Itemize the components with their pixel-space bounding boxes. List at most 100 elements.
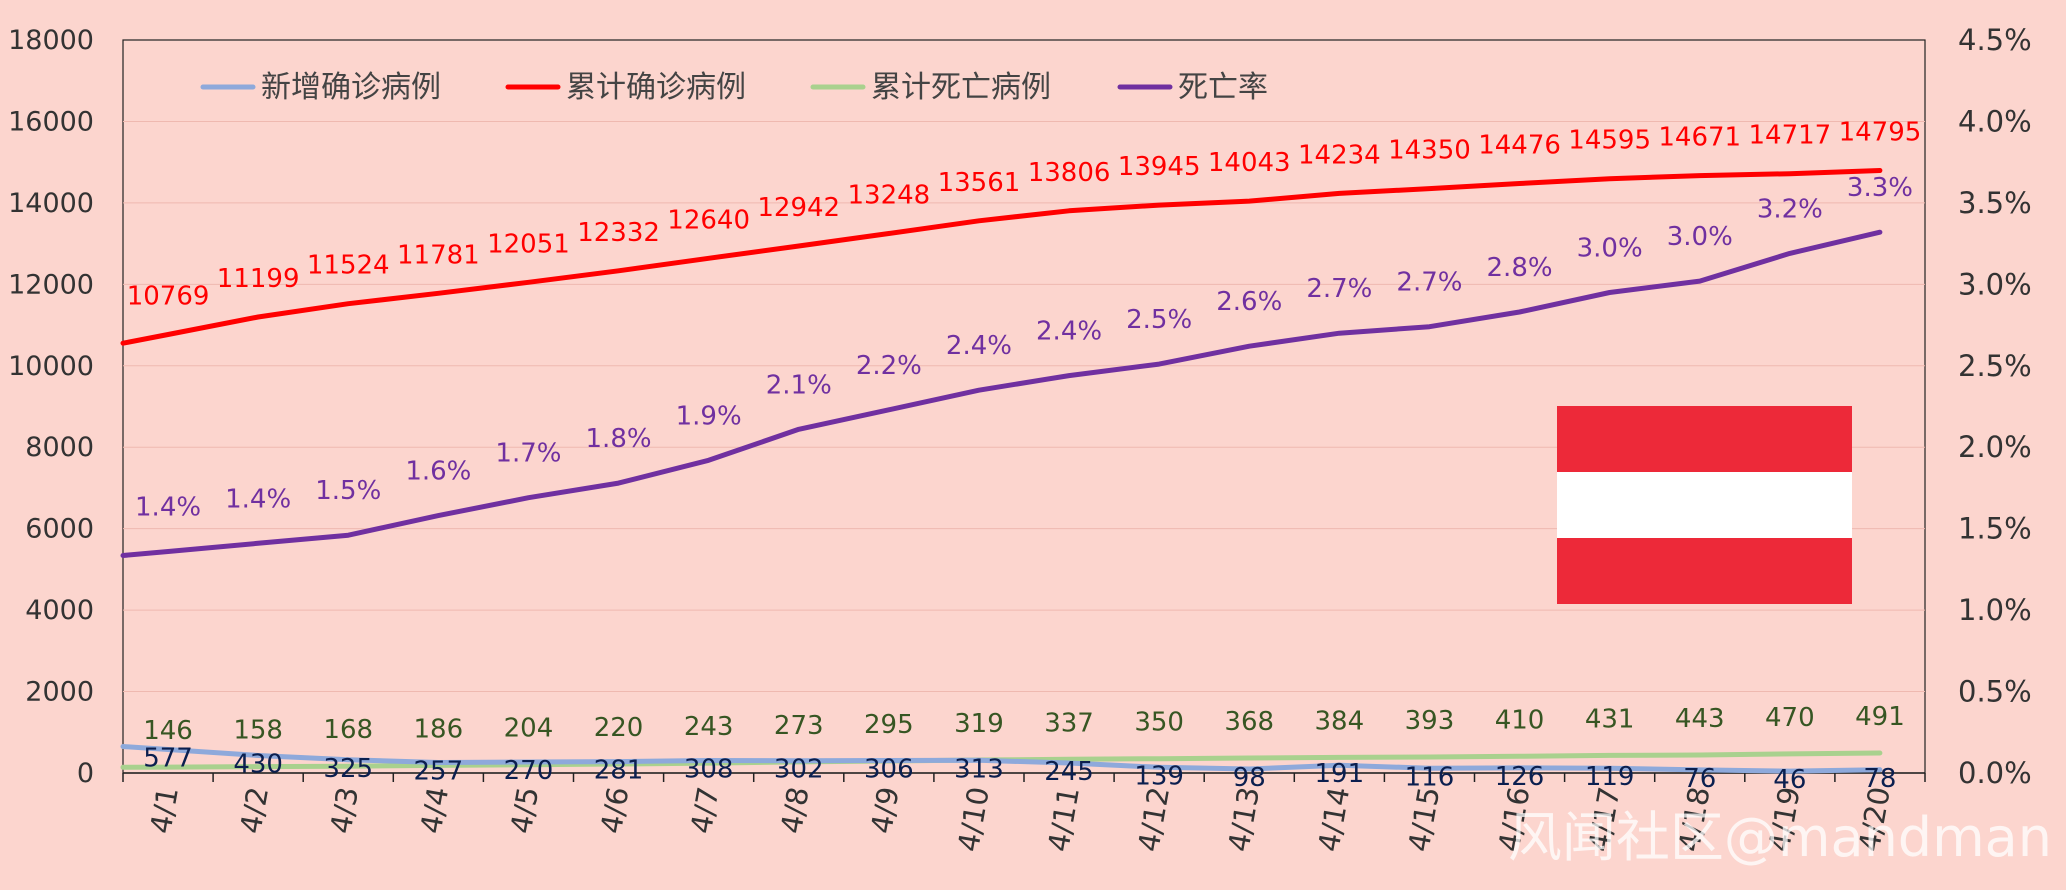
data-label: 14671 (1658, 123, 1741, 153)
y-left-tick-label: 2000 (25, 677, 94, 708)
data-label: 257 (414, 757, 464, 787)
data-label: 11524 (307, 251, 390, 281)
data-label: 3.0% (1577, 233, 1643, 263)
y-axis-left: 0 2000 4000 6000 8000 10000 12000 14000 16000 180… (8, 25, 94, 789)
data-label: 430 (233, 749, 283, 779)
data-label: 393 (1405, 706, 1455, 736)
data-label: 14595 (1568, 126, 1651, 156)
data-label: 2.4% (946, 331, 1012, 361)
series-line-1 (120, 168, 1883, 346)
data-label: 12332 (577, 218, 660, 248)
y-right-tick-label: 0.0% (1958, 756, 2032, 790)
data-label: 2.4% (1036, 317, 1102, 347)
x-tick-label: 4/14 (1311, 784, 1356, 854)
data-label: 126 (1495, 762, 1545, 792)
y-right-tick-label: 4.5% (1958, 23, 2032, 57)
data-label: 12051 (487, 229, 570, 259)
data-label: 139 (1134, 761, 1184, 791)
data-label: 1.5% (315, 476, 381, 506)
data-label: 119 (1585, 762, 1635, 792)
legend: 新增确诊病例 累计确诊病例 累计死亡病例 死亡率 (200, 70, 1268, 105)
data-label: 186 (414, 714, 464, 744)
x-tick-label: 4/4 (414, 784, 456, 836)
data-label: 13561 (938, 168, 1021, 198)
data-label: 313 (954, 754, 1004, 784)
data-label: 270 (504, 756, 554, 786)
watermark: 风闻社区@mandman (1507, 806, 2052, 869)
x-tick-label: 4/13 (1221, 784, 1266, 854)
data-label: 1.8% (586, 424, 652, 454)
data-label: 368 (1224, 707, 1274, 737)
data-label: 14795 (1839, 118, 1922, 148)
legend-label: 死亡率 (1178, 70, 1268, 105)
data-label: 14476 (1478, 131, 1561, 161)
flag-stripe (1557, 538, 1852, 604)
data-label: 325 (323, 754, 373, 784)
flag-stripe (1557, 472, 1852, 539)
data-label: 2.1% (766, 370, 832, 400)
y-left-tick-label: 8000 (25, 432, 94, 463)
y-left-tick-label: 16000 (8, 106, 94, 137)
data-label: 319 (954, 709, 1004, 739)
data-label: 337 (1044, 708, 1094, 738)
x-tick-label: 4/2 (233, 784, 275, 836)
data-label: 14234 (1298, 140, 1381, 170)
data-label: 2.7% (1306, 274, 1372, 304)
data-label: 191 (1315, 759, 1365, 789)
data-label: 1.4% (225, 484, 291, 514)
legend-label: 新增确诊病例 (261, 70, 441, 105)
data-label: 98 (1233, 763, 1266, 793)
data-label: 220 (594, 713, 644, 743)
series-line-3 (120, 229, 1883, 558)
data-label: 14717 (1748, 121, 1831, 151)
y-left-tick-label: 0 (77, 758, 94, 789)
x-tick-label: 4/1 (143, 784, 185, 836)
data-label: 2.7% (1396, 268, 1462, 298)
data-label: 78 (1863, 764, 1896, 794)
data-label: 13945 (1118, 152, 1201, 182)
data-label: 14350 (1388, 136, 1471, 166)
data-label: 158 (233, 716, 283, 746)
data-label: 350 (1134, 708, 1184, 738)
x-tick-label: 4/15 (1402, 784, 1447, 854)
x-tick-label: 4/9 (864, 784, 906, 836)
data-label: 11781 (397, 240, 480, 270)
series-line-0 (120, 744, 1883, 774)
y-left-tick-label: 4000 (25, 595, 94, 626)
y-left-tick-label: 12000 (8, 269, 94, 300)
legend-label: 累计死亡病例 (871, 70, 1051, 105)
data-label: 11199 (217, 264, 300, 294)
y-axis-right: 0.0% 0.5% 1.0% 1.5% 2.0% 2.5% 3.0% 3.5% 4.0% 4.5% (1958, 23, 2032, 790)
data-label: 10769 (127, 281, 210, 311)
data-label: 168 (323, 715, 373, 745)
x-tick-label: 4/12 (1131, 784, 1176, 854)
data-label: 3.3% (1847, 173, 1913, 203)
austria-flag (1557, 406, 1852, 604)
data-label: 76 (1683, 764, 1716, 794)
data-label: 295 (864, 710, 914, 740)
data-label: 116 (1405, 762, 1455, 792)
data-label: 12640 (667, 205, 750, 235)
data-label: 431 (1585, 704, 1635, 734)
x-tick-label: 4/3 (324, 784, 366, 836)
x-tick-label: 4/5 (504, 784, 546, 836)
data-label: 1.6% (405, 457, 471, 487)
data-labels: 577 430 325 257 270 281 308 302 306 313 245 139 98 19… (127, 118, 1922, 796)
x-tick-label: 4/7 (684, 784, 726, 836)
x-tick-label: 4/10 (951, 784, 996, 854)
data-label: 3.2% (1757, 194, 1823, 224)
y-left-tick-label: 18000 (8, 25, 94, 56)
x-tick-label: 4/11 (1041, 784, 1086, 854)
y-right-tick-label: 2.0% (1958, 430, 2032, 464)
legend-label: 累计确诊病例 (566, 70, 746, 105)
data-label: 273 (774, 711, 824, 741)
data-label: 146 (143, 716, 193, 746)
data-label: 13806 (1028, 158, 1111, 188)
flag-stripe (1557, 406, 1852, 473)
data-label: 204 (504, 714, 554, 744)
data-label: 577 (143, 744, 193, 774)
data-label: 245 (1044, 757, 1094, 787)
data-label: 306 (864, 755, 914, 785)
data-label: 3.0% (1667, 222, 1733, 252)
